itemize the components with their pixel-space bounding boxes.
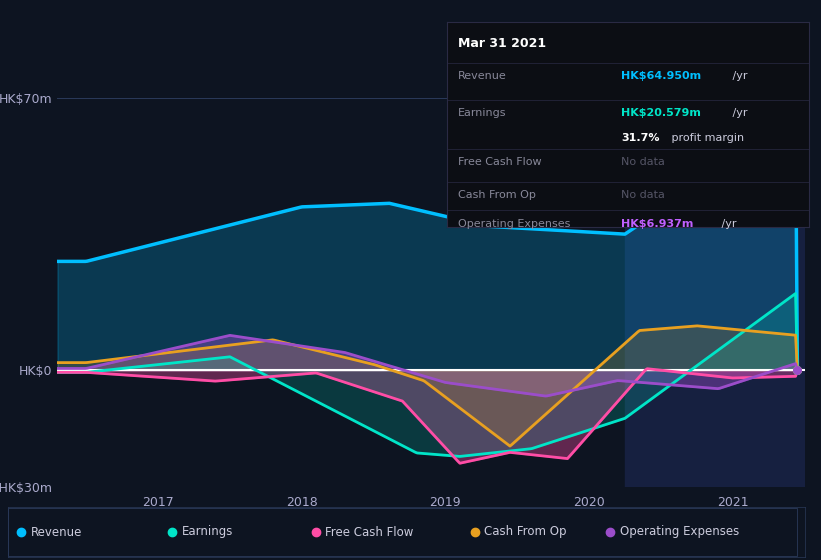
- Text: Revenue: Revenue: [458, 72, 507, 81]
- Point: [791, 366, 804, 375]
- Text: No data: No data: [621, 157, 665, 167]
- Text: Cash From Op: Cash From Op: [458, 190, 536, 200]
- Text: HK$6.937m: HK$6.937m: [621, 218, 693, 228]
- Point: [791, 366, 804, 375]
- Text: HK$64.950m: HK$64.950m: [621, 72, 701, 81]
- Text: Earnings: Earnings: [181, 525, 233, 539]
- Text: Earnings: Earnings: [458, 108, 507, 118]
- Bar: [625, 78, 805, 487]
- Text: No data: No data: [621, 190, 665, 200]
- Text: /yr: /yr: [729, 108, 748, 118]
- Text: Free Cash Flow: Free Cash Flow: [458, 157, 542, 167]
- Text: 31.7%: 31.7%: [621, 133, 659, 143]
- Text: Operating Expenses: Operating Expenses: [458, 218, 571, 228]
- Text: Free Cash Flow: Free Cash Flow: [325, 525, 414, 539]
- Point: [791, 366, 804, 375]
- Text: Mar 31 2021: Mar 31 2021: [458, 37, 547, 50]
- Point: [791, 366, 804, 375]
- FancyBboxPatch shape: [8, 508, 796, 556]
- Text: /yr: /yr: [729, 72, 748, 81]
- Text: Cash From Op: Cash From Op: [484, 525, 567, 539]
- Text: profit margin: profit margin: [667, 133, 744, 143]
- Text: HK$20.579m: HK$20.579m: [621, 108, 700, 118]
- Text: /yr: /yr: [718, 218, 737, 228]
- Text: Revenue: Revenue: [30, 525, 82, 539]
- Text: Operating Expenses: Operating Expenses: [620, 525, 739, 539]
